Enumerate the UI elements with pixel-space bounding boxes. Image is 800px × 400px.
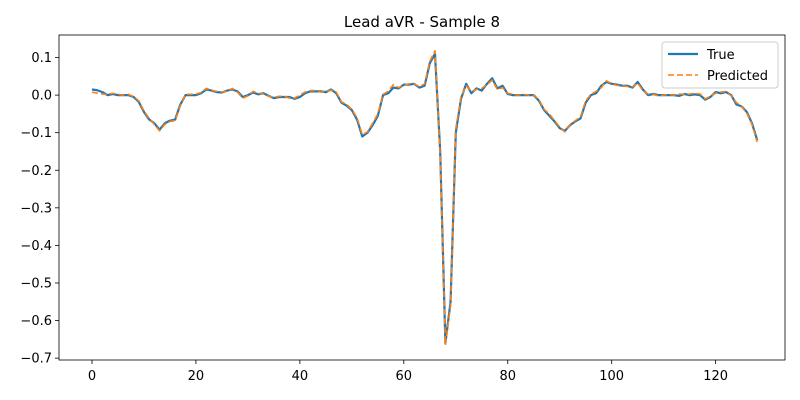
y-tick-label: −0.5 <box>20 276 52 291</box>
y-tick-label: 0.1 <box>31 51 52 66</box>
y-tick-label: −0.2 <box>20 164 52 179</box>
legend-label-true: True <box>706 48 735 63</box>
x-axis-ticks: 0 20 40 60 80 100 120 <box>88 360 728 384</box>
y-tick-label: −0.7 <box>20 352 52 367</box>
plot-frame <box>58 34 786 361</box>
x-tick-label: 0 <box>88 369 96 384</box>
x-tick-label: 60 <box>396 369 413 384</box>
x-tick-label: 120 <box>703 369 728 384</box>
x-tick-label: 100 <box>599 369 624 384</box>
x-tick-label: 40 <box>292 369 309 384</box>
y-tick-label: −0.1 <box>20 126 52 141</box>
y-axis-ticks: 0.1 0.0 −0.1 −0.2 −0.3 −0.4 −0.5 −0.6 −0.7 <box>20 51 59 367</box>
y-tick-label: −0.4 <box>20 239 52 254</box>
legend-label-predicted: Predicted <box>707 69 768 84</box>
y-tick-label: −0.3 <box>20 201 52 216</box>
x-tick-label: 20 <box>188 369 205 384</box>
legend: True Predicted <box>661 41 779 89</box>
y-tick-label: 0.0 <box>31 89 52 104</box>
plot-series <box>91 49 759 346</box>
x-tick-label: 80 <box>499 369 516 384</box>
y-tick-label: −0.6 <box>20 314 52 329</box>
series-line-true <box>91 52 759 345</box>
chart-title: Lead aVR - Sample 8 <box>344 13 500 31</box>
series-line-predicted <box>91 49 758 346</box>
